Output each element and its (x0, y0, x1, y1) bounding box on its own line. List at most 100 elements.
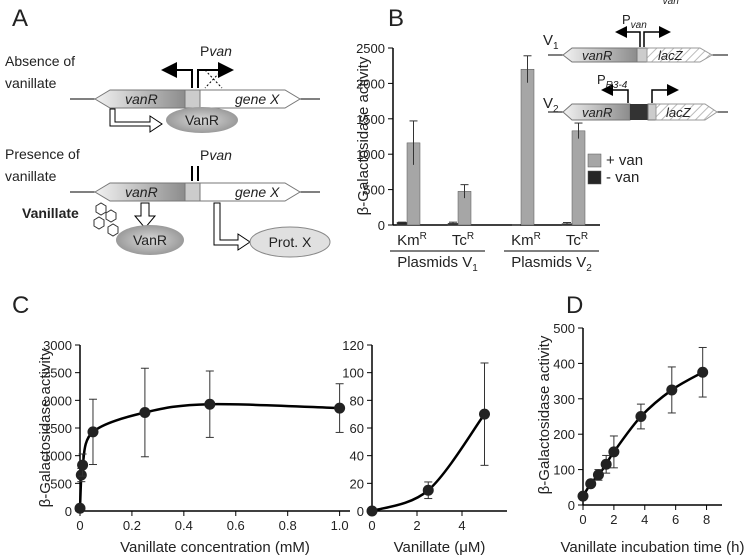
protein (116, 225, 184, 255)
x-tick-label: 0 (76, 518, 83, 533)
gene (199, 182, 301, 202)
x-tick-label: 0.6 (227, 518, 245, 533)
x-tick-label: 4 (458, 518, 465, 533)
y-tick-label: 300 (553, 392, 575, 407)
arrow (133, 202, 157, 229)
protein-label: VanR (185, 112, 219, 128)
operator (630, 104, 648, 120)
y-tick-label: 20 (350, 476, 364, 491)
x-tick-label: 0.4 (175, 518, 193, 533)
x-tick-label: TcR (452, 231, 474, 249)
y-tick-label: 200 (553, 427, 575, 442)
construct-label: V (543, 95, 553, 112)
y-tick-label: 2500 (356, 41, 385, 56)
promoter-label: P (622, 12, 631, 27)
y-tick-label: 500 (363, 183, 385, 198)
point (204, 398, 216, 410)
gene (655, 103, 718, 121)
bar (520, 68, 535, 226)
y-tick-label: 80 (350, 393, 364, 408)
y-tick-label: 1500 (43, 421, 72, 436)
y-tick-label: 1000 (356, 147, 385, 162)
promoter-region (636, 47, 648, 63)
x-axis-title: Vanillate (μM) (394, 539, 486, 556)
point (75, 469, 87, 481)
gene-label: gene X (235, 91, 280, 107)
gene-label: lacZ (666, 105, 692, 120)
construct-label: V2 (543, 95, 559, 115)
x-axis-title: Vanillate concentration (mM) (120, 539, 310, 556)
y-tick-label: 500 (50, 476, 72, 491)
y-tick-label: 400 (553, 356, 575, 371)
bar (571, 130, 586, 226)
inducer-label: Vanillate (22, 205, 79, 221)
condition-label: Absence of (5, 53, 75, 69)
promoter-region (184, 89, 201, 109)
point (77, 459, 89, 471)
x-tick-label: KmR (511, 231, 541, 249)
gene (646, 47, 713, 63)
x-tick-label: Km (397, 232, 420, 249)
promoter-label: P (200, 147, 209, 163)
condition-label: Presence of (5, 146, 80, 162)
y-tick-label: 2000 (43, 393, 72, 408)
group-label: 1 (472, 263, 478, 274)
x-tick-label: Tc (566, 232, 582, 249)
protein-label: VanR (133, 232, 167, 248)
x-tick-label: 0 (368, 518, 375, 533)
arrow (601, 84, 629, 103)
x-tick-label: Km (511, 232, 534, 249)
gene-label: vanR (125, 91, 158, 107)
condition-label: vanillate (5, 75, 57, 91)
condition-label: vanillate (5, 168, 57, 184)
arrow (643, 26, 671, 47)
promoter-label: R3-4 (606, 80, 628, 91)
x-tick-label: 6 (672, 512, 679, 527)
promoter-label: Pvan (200, 147, 232, 163)
y-tick-label: 120 (342, 338, 364, 353)
y-axis-title: β-Galactosidase activity (37, 348, 54, 507)
block (204, 69, 223, 89)
arrow (197, 62, 234, 88)
panel-label: C (12, 292, 29, 319)
point (334, 402, 346, 414)
legend-swatch (587, 170, 602, 185)
y-tick-label: 60 (350, 421, 364, 436)
arrow (161, 62, 193, 88)
x-tick-label: 0.8 (279, 518, 297, 533)
constructs (548, 26, 728, 121)
y-tick-label: 2500 (43, 366, 72, 381)
point (666, 384, 678, 396)
molecules (93, 202, 119, 237)
legend-label: - van (606, 169, 639, 186)
construct-label: 1 (553, 41, 559, 52)
gene-label: gene X (235, 184, 280, 200)
x-tick-label: 2 (413, 518, 420, 533)
arrow (615, 26, 641, 47)
panel-label: D (566, 292, 583, 319)
panel-label: B (388, 5, 404, 32)
promoter-label: van (209, 147, 232, 163)
arrow (213, 202, 251, 251)
x-tick-label: R (534, 231, 541, 242)
x-tick-label: KmR (397, 231, 427, 249)
promoter-label: van (663, 0, 680, 7)
gene-label: vanR (582, 48, 612, 63)
gene-label: vanR (582, 105, 612, 120)
legend-swatch (587, 153, 602, 168)
point (608, 446, 620, 458)
arrow (651, 84, 679, 103)
construct-label: 2 (553, 104, 559, 115)
x-tick-label: 8 (703, 512, 710, 527)
point (600, 458, 612, 470)
promoter-label: P (654, 0, 663, 3)
point (635, 411, 647, 422)
point (139, 407, 151, 419)
y-tick-label: 1500 (356, 112, 385, 127)
x-axis-title: Vanillate incubation time (h) (561, 539, 745, 556)
point (422, 484, 434, 496)
y-tick-label: 2000 (356, 76, 385, 91)
promoter-label: van (209, 43, 232, 59)
panel-a: A Absence of vanillate vanR gene X Pvan … (5, 5, 331, 258)
group-label: 2 (586, 263, 592, 274)
